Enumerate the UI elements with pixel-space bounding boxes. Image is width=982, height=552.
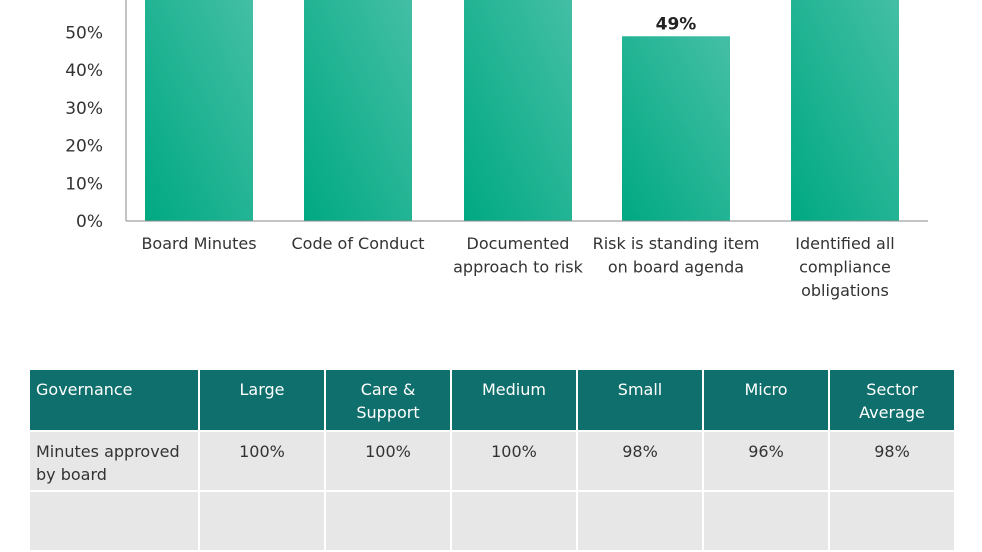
cell-sector-average: 98% xyxy=(830,432,954,490)
header-small: Small xyxy=(578,370,702,430)
y-tick-label: 20% xyxy=(65,137,103,157)
bar xyxy=(464,0,572,221)
bar-chart: 0% 10% 20% 30% 40% 50% 49% Board Minutes Code … xyxy=(65,0,928,300)
table-header-row: Governance Large Care & Support Medium Sm… xyxy=(30,370,954,430)
y-tick-label: 30% xyxy=(65,99,103,119)
data-label: 49% xyxy=(656,14,697,34)
cell-care-support: 100% xyxy=(326,432,450,490)
bar xyxy=(304,0,412,221)
header-micro: Micro xyxy=(704,370,828,430)
header-care-support: Care & Support xyxy=(326,370,450,430)
x-tick-label: Board Minutes xyxy=(141,234,256,253)
y-tick-label: 10% xyxy=(65,174,103,194)
y-tick-label: 40% xyxy=(65,61,103,81)
bar xyxy=(791,0,899,221)
cell-small: 98% xyxy=(578,432,702,490)
header-sector-average: Sector Average xyxy=(830,370,954,430)
row-label: Minutes approved by board xyxy=(30,432,198,490)
x-tick-label: Identified all compliance obligations xyxy=(795,234,894,300)
bar xyxy=(145,0,253,221)
header-large: Large xyxy=(200,370,324,430)
bar xyxy=(622,36,730,221)
table-row: Minutes approved by board 100% 100% 100% … xyxy=(30,432,954,490)
governance-table: Governance Large Care & Support Medium Sm… xyxy=(28,368,956,552)
x-tick-label: Documented approach to risk xyxy=(453,234,583,277)
y-tick-label: 0% xyxy=(76,212,103,232)
x-tick-label: Risk is standing item on board agenda xyxy=(593,234,760,277)
header-medium: Medium xyxy=(452,370,576,430)
y-tick-label: 50% xyxy=(65,24,103,44)
header-governance: Governance xyxy=(30,370,198,430)
cell-micro: 96% xyxy=(704,432,828,490)
table-row xyxy=(30,492,954,550)
cell-medium: 100% xyxy=(452,432,576,490)
x-tick-label: Code of Conduct xyxy=(291,234,424,253)
cell-large: 100% xyxy=(200,432,324,490)
